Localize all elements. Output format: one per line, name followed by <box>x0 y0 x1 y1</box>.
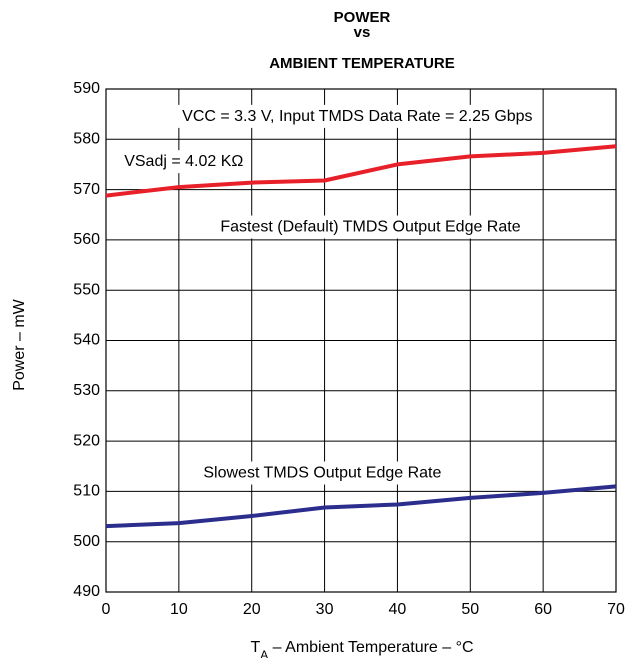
series-line-1 <box>105 144 617 198</box>
annotation-2: VSadj = 4.02 KΩ <box>124 153 243 170</box>
series-lines <box>105 144 617 529</box>
x-tick-label: 40 <box>389 601 407 618</box>
y-tick-label: 500 <box>73 533 100 550</box>
annotation-bg <box>118 150 250 174</box>
annotation-backgrounds <box>118 104 539 485</box>
x-axis-label: TA – Ambient Temperature – °C <box>250 639 473 658</box>
annotation-3: Fastest (Default) TMDS Output Edge Rate <box>220 219 520 236</box>
annotation-bg <box>214 215 527 239</box>
tick-labels: 490 500 510 520 530 540 550 560 570 580 590 0 10 20 30… <box>73 80 625 618</box>
y-tick-label: 520 <box>73 432 100 449</box>
y-tick-label: 490 <box>73 583 100 600</box>
x-tick-label: 10 <box>170 601 188 618</box>
y-tick-label: 580 <box>73 131 100 148</box>
x-tick-label: 70 <box>607 601 625 618</box>
y-tick-label: 550 <box>73 281 100 298</box>
x-tick-label: 30 <box>316 601 334 618</box>
x-tick-label: 20 <box>243 601 261 618</box>
annotation-bg <box>197 461 448 485</box>
annotation-1: VCC = 3.3 V, Input TMDS Data Rate = 2.25… <box>182 108 532 125</box>
title-line-3: AMBIENT TEMPERATURE <box>269 55 455 72</box>
x-tick-label: 50 <box>461 601 479 618</box>
y-tick-label: 560 <box>73 231 100 248</box>
y-tick-label: 540 <box>73 332 100 349</box>
series-line-2 <box>105 484 617 529</box>
y-tick-label: 510 <box>73 483 100 500</box>
annotation-bg <box>176 104 539 128</box>
y-axis-label: Power – mW <box>11 298 28 390</box>
annotations: VCC = 3.3 V, Input TMDS Data Rate = 2.25… <box>124 108 532 482</box>
x-tick-label: 60 <box>534 601 552 618</box>
y-tick-label: 530 <box>73 382 100 399</box>
annotation-4: Slowest TMDS Output Edge Rate <box>203 465 441 482</box>
y-tick-label: 570 <box>73 181 100 198</box>
x-tick-label: 0 <box>102 601 111 618</box>
plot-frame <box>105 88 617 593</box>
title-line-1: POWER <box>334 9 391 26</box>
title-line-2: vs <box>354 24 371 41</box>
y-tick-label: 590 <box>73 80 100 97</box>
